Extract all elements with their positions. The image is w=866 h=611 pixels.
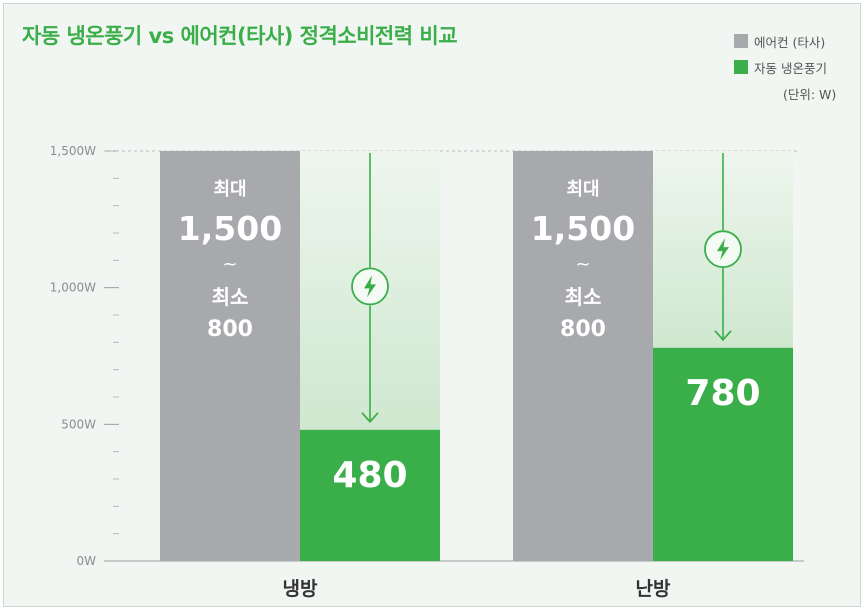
product-bar [300,429,440,561]
lightning-icon [717,238,729,261]
chart-canvas: 0W 500W 1,000W 1,500W 최대 1,500 ~ 최소 800 480 냉방 최대 1,… [50,144,804,600]
category-label: 난방 [636,578,671,600]
competitor-min-value: 800 [560,317,606,342]
arrow-head [361,412,379,424]
unit-label: (단위: W) [783,87,837,102]
y-tick-label: 500W [61,417,96,431]
lightning-icon [364,275,376,298]
chart-title: 자동 냉온풍기 vs 에어컨(타사) 정격소비전력 비교 [22,24,458,48]
competitor-min-value: 800 [207,317,253,342]
competitor-max-value: 1,500 [178,209,282,248]
product-value-label: 480 [332,455,407,496]
legend-swatch-competitor [734,34,748,48]
competitor-max-value: 1,500 [531,209,635,248]
legend-label-product: 자동 냉온풍기 [754,60,827,76]
competitor-range-sep: ~ [222,254,237,275]
y-tick-label: 0W [77,554,97,568]
category-label: 냉방 [283,578,318,600]
arrow-head [714,330,732,342]
competitor-max-label: 최대 [566,179,599,200]
product-bar [653,347,793,561]
legend-item-competitor: 에어컨 (타사) [734,28,827,54]
y-tick-label: 1,500W [50,144,96,158]
competitor-min-label: 최소 [212,285,249,309]
competitor-max-label: 최대 [213,179,246,200]
chart-frame: 0W 500W 1,000W 1,500W 최대 1,500 ~ 최소 800 480 냉방 최대 1,… [3,3,861,607]
competitor-bar [160,151,300,561]
competitor-bar [513,151,653,561]
competitor-range-sep: ~ [575,254,590,275]
y-tick-label: 1,000W [50,281,96,295]
legend-label-competitor: 에어컨 (타사) [754,34,826,50]
product-value-label: 780 [685,373,760,414]
legend-item-product: 자동 냉온풍기 [734,54,827,80]
legend-swatch-product [734,60,748,74]
competitor-min-label: 최소 [565,285,602,309]
legend: 에어컨 (타사) 자동 냉온풍기 [734,28,827,80]
